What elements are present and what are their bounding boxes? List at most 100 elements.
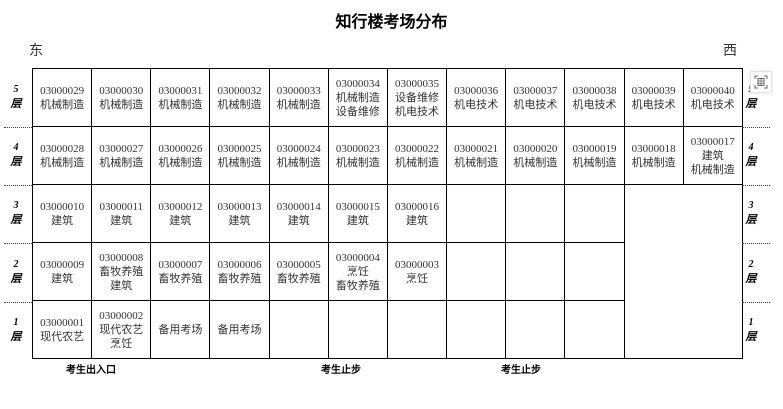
backup-room: 备用考场 xyxy=(209,300,270,359)
room-subject: 机电技术 xyxy=(631,98,676,111)
floor-row-3: 03000010 建筑 03000011 建筑 03000012 建筑 03000013 建筑… xyxy=(31,184,743,359)
exam-room-03000018: 03000018 机械制造 xyxy=(623,126,684,185)
room-code: 03000019 xyxy=(572,142,617,155)
exam-room-03000039: 03000039 机电技术 xyxy=(623,68,684,127)
room-subject: 机械制造 xyxy=(40,156,85,169)
room-code: 03000020 xyxy=(513,142,558,155)
room-code: 03000021 xyxy=(454,142,499,155)
room-subject: 机械制造 xyxy=(631,156,676,169)
fullscreen-table-button[interactable] xyxy=(750,71,772,93)
exam-room-03000019: 03000019 机械制造 xyxy=(564,126,625,185)
room-code: 03000001 xyxy=(40,316,85,329)
floor-number: 2 xyxy=(13,258,19,270)
empty-room xyxy=(564,242,625,301)
exam-room-03000024: 03000024 机械制造 xyxy=(268,126,329,185)
room-subject: 建筑 xyxy=(110,214,133,227)
room-code: 03000004 xyxy=(335,251,380,264)
exam-room-03000006: 03000006 畜牧养殖 xyxy=(209,242,270,301)
exam-room-03000037: 03000037 机电技术 xyxy=(505,68,566,127)
room-subject: 机械制造 xyxy=(99,156,144,169)
room-code: 03000018 xyxy=(631,142,676,155)
room-subject: 机械制造 xyxy=(217,156,262,169)
room-subject: 机械制造 xyxy=(158,98,203,111)
room-code: 03000011 xyxy=(99,200,144,213)
room-code: 03000002 xyxy=(99,309,144,322)
room-subject: 机电技术 xyxy=(395,105,440,118)
exam-room-03000040: 03000040 机电技术 xyxy=(682,68,743,127)
exam-room-03000023: 03000023 机械制造 xyxy=(327,126,388,185)
room-code: 03000024 xyxy=(276,142,321,155)
room-subject: 机械制造 xyxy=(454,156,499,169)
room-code: 03000005 xyxy=(276,258,321,271)
room-subject: 机电技术 xyxy=(572,98,617,111)
room-subject: 机电技术 xyxy=(690,98,735,111)
exam-room-03000010: 03000010 建筑 xyxy=(31,184,93,243)
exam-room-03000022: 03000022 机械制造 xyxy=(386,126,448,185)
exam-room-03000028: 03000028 机械制造 xyxy=(31,126,93,185)
exam-room-03000001: 03000001 现代农艺 xyxy=(31,300,93,359)
floor-row-2: 03000009 建筑 03000008 畜牧养殖 建筑 03000007 畜牧养殖 0300… xyxy=(31,242,743,301)
floor-divider xyxy=(742,302,770,303)
exam-room-03000027: 03000027 机械制造 xyxy=(91,126,152,185)
room-subject: 建筑 xyxy=(110,279,133,292)
empty-room xyxy=(446,184,507,243)
exam-room-03000029: 03000029 机械制造 xyxy=(31,68,93,127)
room-code: 03000038 xyxy=(572,84,617,97)
floor-number: 4 xyxy=(13,142,19,153)
room-subject: 现代农艺 xyxy=(40,330,85,343)
exam-room-03000011: 03000011 建筑 xyxy=(91,184,152,243)
floor-number: 1 xyxy=(13,317,19,328)
exam-room-03000013: 03000013 建筑 xyxy=(209,184,270,243)
exam-room-03000031: 03000031 机械制造 xyxy=(150,68,211,127)
room-subject: 建筑 xyxy=(228,214,251,227)
exam-room-03000025: 03000025 机械制造 xyxy=(209,126,270,185)
exam-room-03000015: 03000015 建筑 xyxy=(327,184,388,243)
room-subject: 机械制造 xyxy=(276,156,321,169)
room-subject: 机械制造 xyxy=(40,98,85,111)
fullscreen-table-icon xyxy=(754,75,768,89)
room-subject: 机械制造 xyxy=(276,98,321,111)
room-subject: 现代农艺 xyxy=(99,323,144,336)
room-subject: 机械制造 xyxy=(690,163,735,176)
empty-room xyxy=(505,242,566,301)
floor-divider xyxy=(4,185,32,186)
room-subject: 建筑 xyxy=(169,214,192,227)
floor-number: 1 xyxy=(748,317,754,328)
room-code: 03000003 xyxy=(395,258,440,271)
room-code: 03000039 xyxy=(631,84,676,97)
exam-room-03000021: 03000021 机械制造 xyxy=(446,126,507,185)
empty-room xyxy=(564,300,625,359)
exam-room-03000034: 03000034 机械制造 设备维修 xyxy=(327,68,388,127)
room-subject: 建筑 xyxy=(51,272,74,285)
exam-room-03000007: 03000007 畜牧养殖 xyxy=(150,242,211,301)
room-subject: 机械制造 xyxy=(395,156,440,169)
room-code: 03000015 xyxy=(335,200,380,213)
exam-room-03000005: 03000005 畜牧养殖 xyxy=(268,242,329,301)
room-subject: 畜牧养殖 xyxy=(99,265,144,278)
floor-number: 2 xyxy=(748,258,754,270)
empty-room xyxy=(327,300,388,359)
empty-room xyxy=(386,300,448,359)
exam-room-03000033: 03000033 机械制造 xyxy=(268,68,329,127)
room-subject: 建筑 xyxy=(51,214,74,227)
room-subject: 机械制造 xyxy=(513,156,558,169)
floor-number: 3 xyxy=(748,200,754,211)
exam-room-map: 03000029 机械制造 03000030 机械制造 03000031 机械制造 0300… xyxy=(31,68,743,359)
room-code: 03000029 xyxy=(40,84,85,97)
floor-divider xyxy=(742,185,770,186)
room-subject: 烹饪 xyxy=(110,337,133,350)
room-subject: 建筑 xyxy=(346,214,369,227)
east-label: 东 xyxy=(29,44,43,59)
room-subject: 烹饪 xyxy=(406,272,429,285)
floor-number: 5 xyxy=(13,83,19,95)
merged-empty-area xyxy=(623,184,743,359)
floor-divider xyxy=(4,127,32,128)
room-subject: 备用考场 xyxy=(158,323,203,336)
floor-row-4: 03000028 机械制造 03000027 机械制造 03000026 机械制造 0300… xyxy=(31,126,743,185)
floor-suffix: 层 xyxy=(10,272,22,285)
room-code: 03000040 xyxy=(690,84,735,97)
